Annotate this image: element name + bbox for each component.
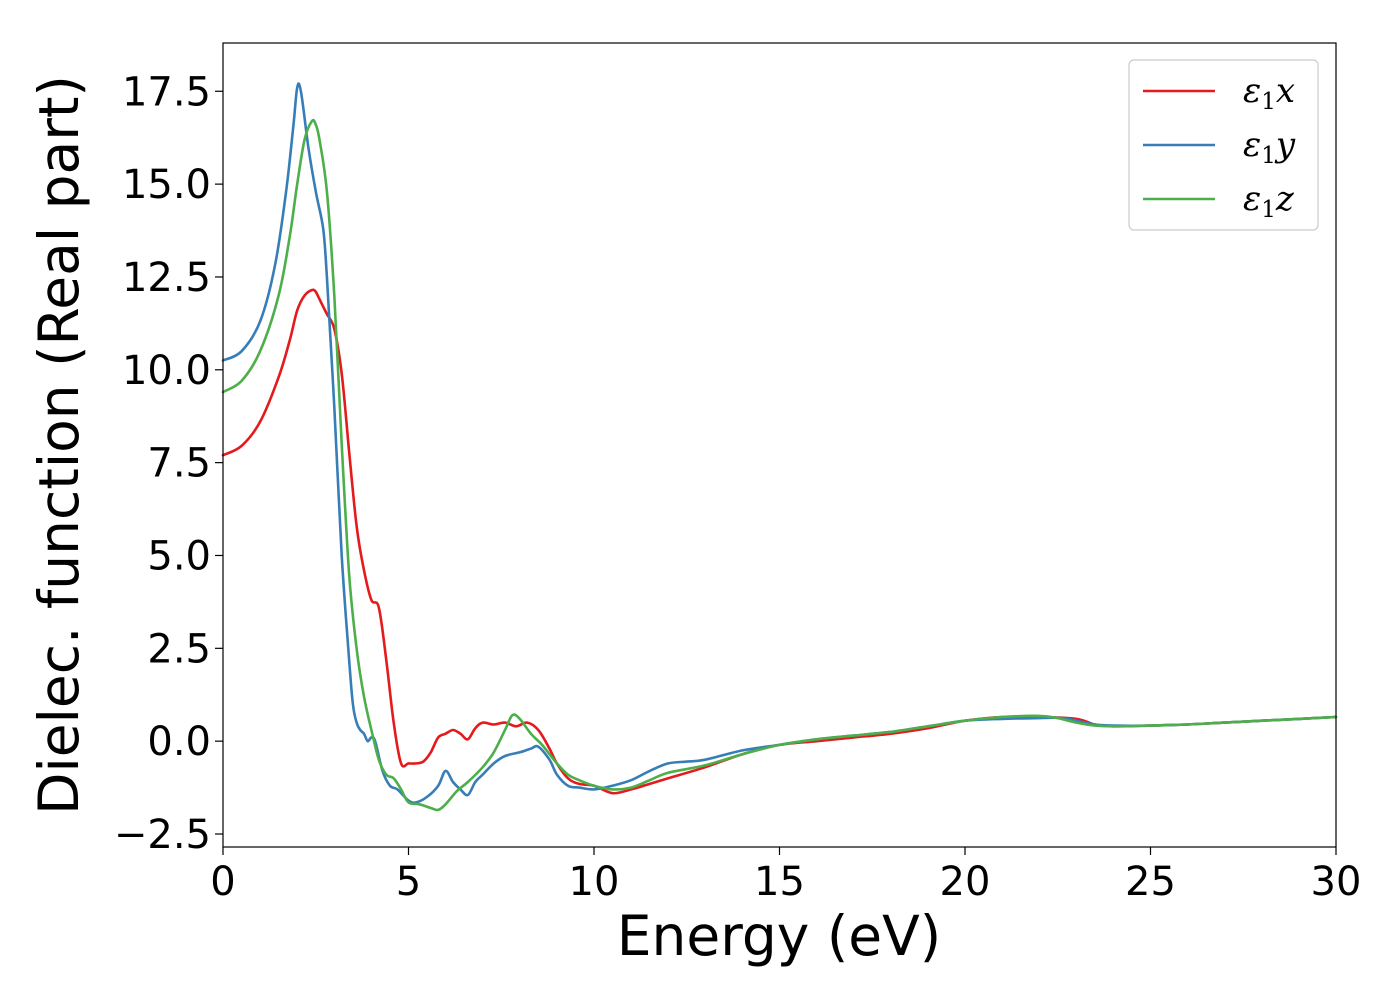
y-tick-label: 5.0 — [147, 533, 211, 579]
series-line-y — [221, 82, 1338, 805]
x-tick-label: 25 — [1125, 859, 1176, 905]
x-tick-label: 20 — [940, 859, 991, 905]
x-tick-label: 15 — [754, 859, 805, 905]
y-axis-title: Dielec. function (Real part) — [27, 75, 91, 815]
y-axis-ticks: −2.5 0.0 2.5 5.0 7.5 10.0 12.5 15.0 17.5 — [114, 69, 223, 858]
x-tick-label: 5 — [396, 859, 421, 905]
legend-label-y: ε1y — [1243, 125, 1296, 169]
y-tick-label: 0.0 — [147, 719, 211, 765]
x-tick-label: 10 — [569, 859, 620, 905]
y-tick-label: 12.5 — [122, 255, 211, 301]
series-line-z — [221, 118, 1338, 812]
series-layer — [221, 82, 1338, 812]
legend: ε1x ε1y ε1z — [1128, 59, 1319, 231]
y-tick-label: −2.5 — [114, 812, 211, 858]
x-tick-label: 0 — [210, 859, 235, 905]
legend-box — [1128, 59, 1319, 231]
x-axis-title: Energy (eV) — [617, 904, 941, 968]
x-tick-label: 30 — [1311, 859, 1362, 905]
x-axis-ticks: 0 5 10 15 20 25 30 — [210, 847, 1361, 905]
y-tick-label: 2.5 — [147, 626, 211, 672]
legend-label-x: ε1x — [1243, 71, 1295, 115]
y-tick-label: 7.5 — [147, 441, 211, 487]
y-tick-label: 15.0 — [122, 162, 211, 208]
y-tick-label: 10.0 — [122, 348, 211, 394]
legend-label-z: ε1z — [1243, 179, 1295, 223]
y-tick-label: 17.5 — [122, 69, 211, 115]
